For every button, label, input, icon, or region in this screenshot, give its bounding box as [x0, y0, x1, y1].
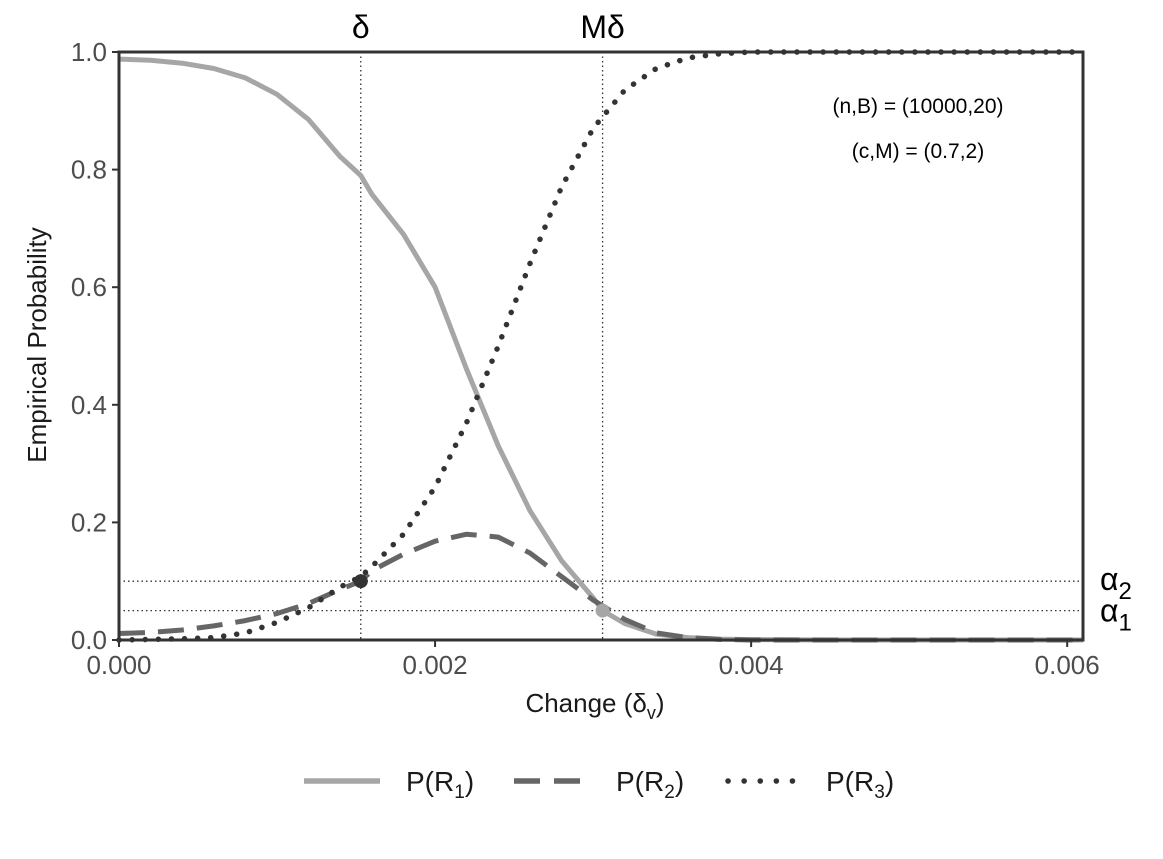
- y-tick-label-5: 1.0: [71, 37, 107, 67]
- annotation-cm: (c,M) = (0.7,2): [852, 140, 984, 163]
- plot-frame: [117, 50, 1085, 642]
- y-tick-label-2: 0.4: [71, 390, 107, 420]
- point-1: [595, 603, 610, 618]
- x-tick-label-0: 0.000: [86, 650, 151, 680]
- y-tick-label-1: 0.2: [71, 507, 107, 537]
- annotation-nb: (n,B) = (10000,20): [832, 95, 1003, 118]
- legend: P(R1) P(R2) P(R3): [304, 766, 894, 803]
- hline-label-0: α2: [1100, 561, 1132, 605]
- hline-label-1: α1: [1100, 593, 1132, 637]
- vline-label-0: δ: [352, 9, 370, 45]
- x-axis: 0.000 0.002 0.004 0.006: [86, 640, 1100, 680]
- y-axis: 0.0 0.2 0.4 0.6 0.8 1.0: [71, 37, 119, 655]
- x-tick-label-1: 0.002: [403, 650, 468, 680]
- plot-area: [116, 49, 1086, 643]
- y-axis-title: Empirical Probability: [22, 227, 52, 463]
- y-tick-label-0: 0.0: [71, 625, 107, 655]
- highlight-points: [353, 574, 610, 618]
- y-tick-label-3: 0.6: [71, 272, 107, 302]
- legend-label-1: P(R1): [406, 766, 474, 803]
- x-axis-title: Change (δv): [525, 688, 664, 723]
- y-tick-label-4: 0.8: [71, 155, 107, 185]
- legend-label-3: P(R3): [826, 766, 894, 803]
- vline-label-1: Mδ: [580, 9, 624, 45]
- x-tick-label-2: 0.004: [719, 650, 784, 680]
- legend-label-2: P(R2): [616, 766, 684, 803]
- series-line-2: [118, 531, 1083, 643]
- x-tick-label-3: 0.006: [1035, 650, 1100, 680]
- point-0: [353, 574, 368, 589]
